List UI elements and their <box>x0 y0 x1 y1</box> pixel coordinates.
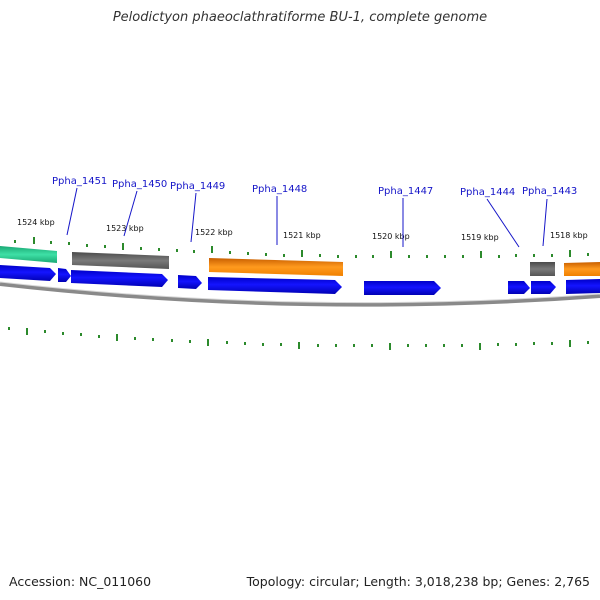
kbp-label-1524: 1524 kbp <box>17 218 55 227</box>
map-title: Pelodictyon phaeoclathratiforme BU-1, co… <box>112 10 488 25</box>
cds-arrow[interactable] <box>178 275 202 289</box>
cds-forward-track <box>0 265 600 295</box>
kbp-label-1520: 1520 kbp <box>372 232 410 241</box>
gene-label-ppha-1444[interactable]: Ppha_1444 <box>460 187 515 198</box>
kbp-label-1518: 1518 kbp <box>550 231 588 240</box>
accession-label: Accession: NC_011060 <box>9 574 152 589</box>
feature-gray-ppha-1443[interactable] <box>530 262 555 276</box>
feature-orange-right[interactable] <box>564 262 600 276</box>
gene-label-ppha-1447[interactable]: Ppha_1447 <box>378 186 433 197</box>
inner-tick-marks <box>8 327 589 350</box>
feature-gray-ppha-1450[interactable] <box>72 252 169 269</box>
cds-arrow[interactable] <box>364 281 441 295</box>
gene-label-leaders <box>66 187 548 248</box>
cds-arrow[interactable] <box>531 281 556 294</box>
feature-orange-ppha-1448[interactable] <box>209 258 343 276</box>
kbp-label-1521: 1521 kbp <box>283 231 321 240</box>
gene-label-ppha-1449[interactable]: Ppha_1449 <box>170 181 225 192</box>
cds-arrow[interactable] <box>508 281 530 294</box>
kbp-label-1522: 1522 kbp <box>195 228 233 237</box>
cds-arrow[interactable] <box>0 265 56 281</box>
gene-label-ppha-1450[interactable]: Ppha_1450 <box>112 179 167 190</box>
genome-backbone-highlight <box>0 281 600 304</box>
kbp-label-1519: 1519 kbp <box>461 233 499 242</box>
cds-arrow[interactable] <box>58 268 71 282</box>
cds-arrow[interactable] <box>71 270 168 287</box>
outer-tick-marks <box>14 237 589 258</box>
gene-label-ppha-1443[interactable]: Ppha_1443 <box>522 186 577 197</box>
gene-label-ppha-1448[interactable]: Ppha_1448 <box>252 184 307 195</box>
gene-label-ppha-1451[interactable]: Ppha_1451 <box>52 176 107 187</box>
feature-track <box>0 246 600 276</box>
genome-backbone <box>0 282 600 307</box>
genome-summary-label: Topology: circular; Length: 3,018,238 bp… <box>246 574 590 589</box>
cds-arrow[interactable] <box>566 279 600 294</box>
kbp-label-1523: 1523 kbp <box>106 224 144 233</box>
cds-arrow[interactable] <box>208 277 342 294</box>
feature-green[interactable] <box>0 246 57 263</box>
